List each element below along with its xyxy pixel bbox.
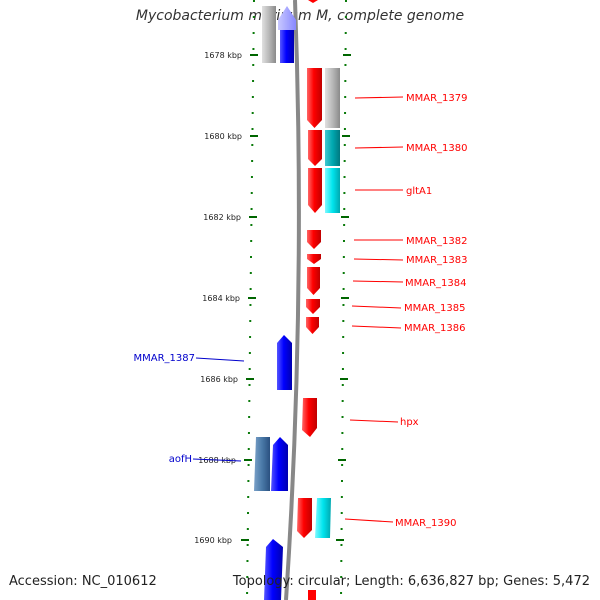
reverse-gene-arrow-mmar-1379 — [307, 68, 322, 128]
gene-label[interactable]: gltA1 — [406, 186, 432, 197]
gene-leader-line — [351, 305, 402, 309]
genome-summary-label: Topology: circular; Length: 6,636,827 bp… — [232, 574, 590, 589]
reverse-feature-cyan — [325, 168, 340, 213]
accession-label: Accession: NC_010612 — [9, 574, 157, 589]
map-title: Mycobacterium marinum M, complete genome — [135, 8, 465, 24]
ruler-tick-label: 1690 kbp — [194, 536, 232, 545]
gene-label[interactable]: MMAR_1380 — [406, 143, 468, 154]
ruler-tick-label: 1680 kbp — [204, 132, 242, 141]
reverse-gene-arrow-mmar-1386 — [306, 317, 319, 334]
ruler-tick-label: 1678 kbp — [204, 51, 242, 60]
reverse-gene-arrow-mmar-1384 — [307, 267, 320, 295]
forward-gene-arrow-mmar-1387 — [277, 335, 292, 390]
ruler-tick-label: 1684 kbp — [202, 294, 240, 303]
gene-label[interactable]: MMAR_1382 — [406, 236, 468, 247]
forward-gene-arrow — [271, 437, 288, 491]
ruler-tick-label: 1686 kbp — [200, 375, 238, 384]
reverse-gene-arrow-mmar-1385 — [306, 299, 320, 314]
gene-leader-line — [344, 518, 394, 523]
gene-leader-line — [354, 96, 404, 99]
right-track-guide — [340, 0, 347, 600]
ruler-tick-label: 1682 kbp — [203, 213, 241, 222]
gene-label[interactable]: aofH — [169, 454, 192, 465]
forward-feature-partial-top — [278, 6, 296, 30]
gene-label[interactable]: MMAR_1387 — [134, 353, 196, 364]
reverse-feature-cyan — [315, 498, 331, 538]
reverse-gene-arrow-mmar-1382 — [307, 230, 321, 249]
gene-label[interactable]: hpx — [400, 417, 419, 428]
reverse-feature-teal — [325, 130, 340, 166]
genome-backbone — [284, 0, 301, 600]
forward-gene-arrow — [280, 30, 294, 63]
gene-leader-line — [353, 258, 404, 261]
reverse-gene-arrow-mmar-1390 — [297, 498, 312, 538]
reverse-gene-arrow-mmar-1380 — [308, 130, 322, 166]
gene-leader-line — [192, 458, 242, 462]
reverse-feature-gray — [325, 68, 340, 128]
forward-gene-arrow-aofh — [254, 437, 270, 491]
reverse-feature-partial-bottom — [308, 590, 316, 600]
gene-leader-line — [351, 325, 402, 329]
reverse-feature-partial-top — [308, 0, 318, 3]
gene-label[interactable]: MMAR_1384 — [405, 278, 467, 289]
gene-leader-line — [195, 357, 245, 362]
gene-label[interactable]: MMAR_1383 — [406, 255, 468, 266]
gene-label[interactable]: MMAR_1379 — [406, 93, 468, 104]
gene-leader-line — [349, 419, 399, 423]
reverse-gene-arrow-mmar-1383 — [307, 254, 321, 264]
gene-label[interactable]: MMAR_1390 — [395, 518, 457, 529]
forward-gene-arrow — [264, 539, 283, 600]
left-track-guide — [246, 0, 255, 600]
gene-leader-line — [354, 146, 404, 149]
reverse-gene-arrow-glta1 — [308, 168, 322, 213]
reverse-gene-arrow-hpx — [302, 398, 317, 437]
forward-feature-gray — [262, 6, 276, 63]
gene-label[interactable]: MMAR_1386 — [404, 323, 466, 334]
gene-label[interactable]: MMAR_1385 — [404, 303, 466, 314]
gene-leader-line — [352, 280, 404, 283]
